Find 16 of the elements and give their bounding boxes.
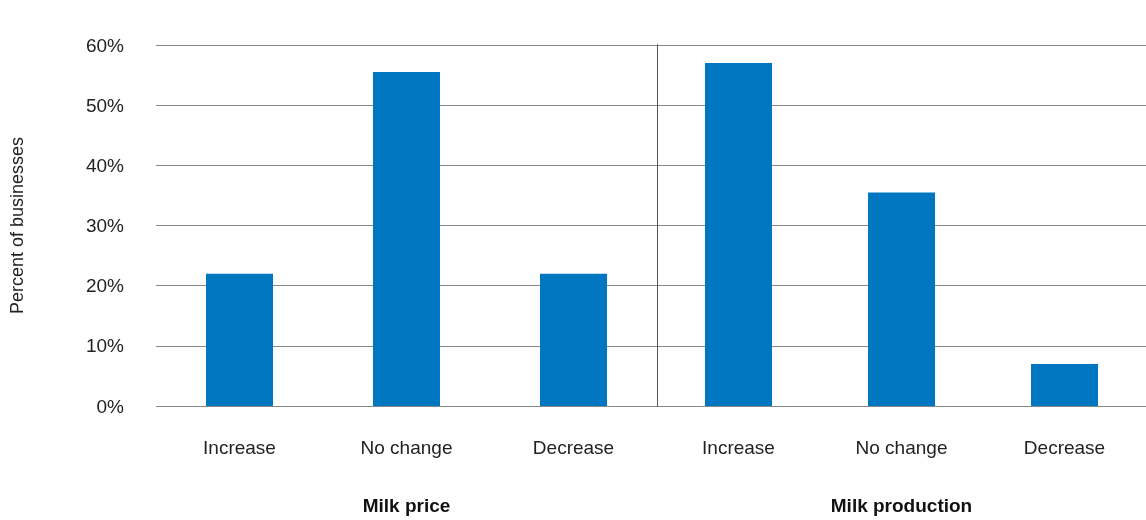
x-axis-title: Milk production <box>830 495 973 516</box>
y-axis-title: Percent of businesses <box>7 136 27 315</box>
x-axis-title: Milk price <box>362 495 451 516</box>
y-tick-label: 10% <box>85 335 125 357</box>
y-tick-label: 20% <box>85 275 125 297</box>
y-tick-label: 60% <box>85 34 125 56</box>
y-tick-label: 0% <box>96 395 125 417</box>
x-tick-label: Increase <box>702 437 775 458</box>
y-tick-label: 30% <box>85 215 125 236</box>
x-tick-label: No change <box>360 437 453 458</box>
x-tick-label: Increase <box>203 437 276 458</box>
x-tick-label: Decrease <box>532 437 615 458</box>
y-tick-label: 40% <box>85 154 125 176</box>
y-tick-label: 50% <box>85 94 125 116</box>
x-tick-label: No change <box>855 437 948 458</box>
x-tick-label: Decrease <box>1023 437 1106 458</box>
